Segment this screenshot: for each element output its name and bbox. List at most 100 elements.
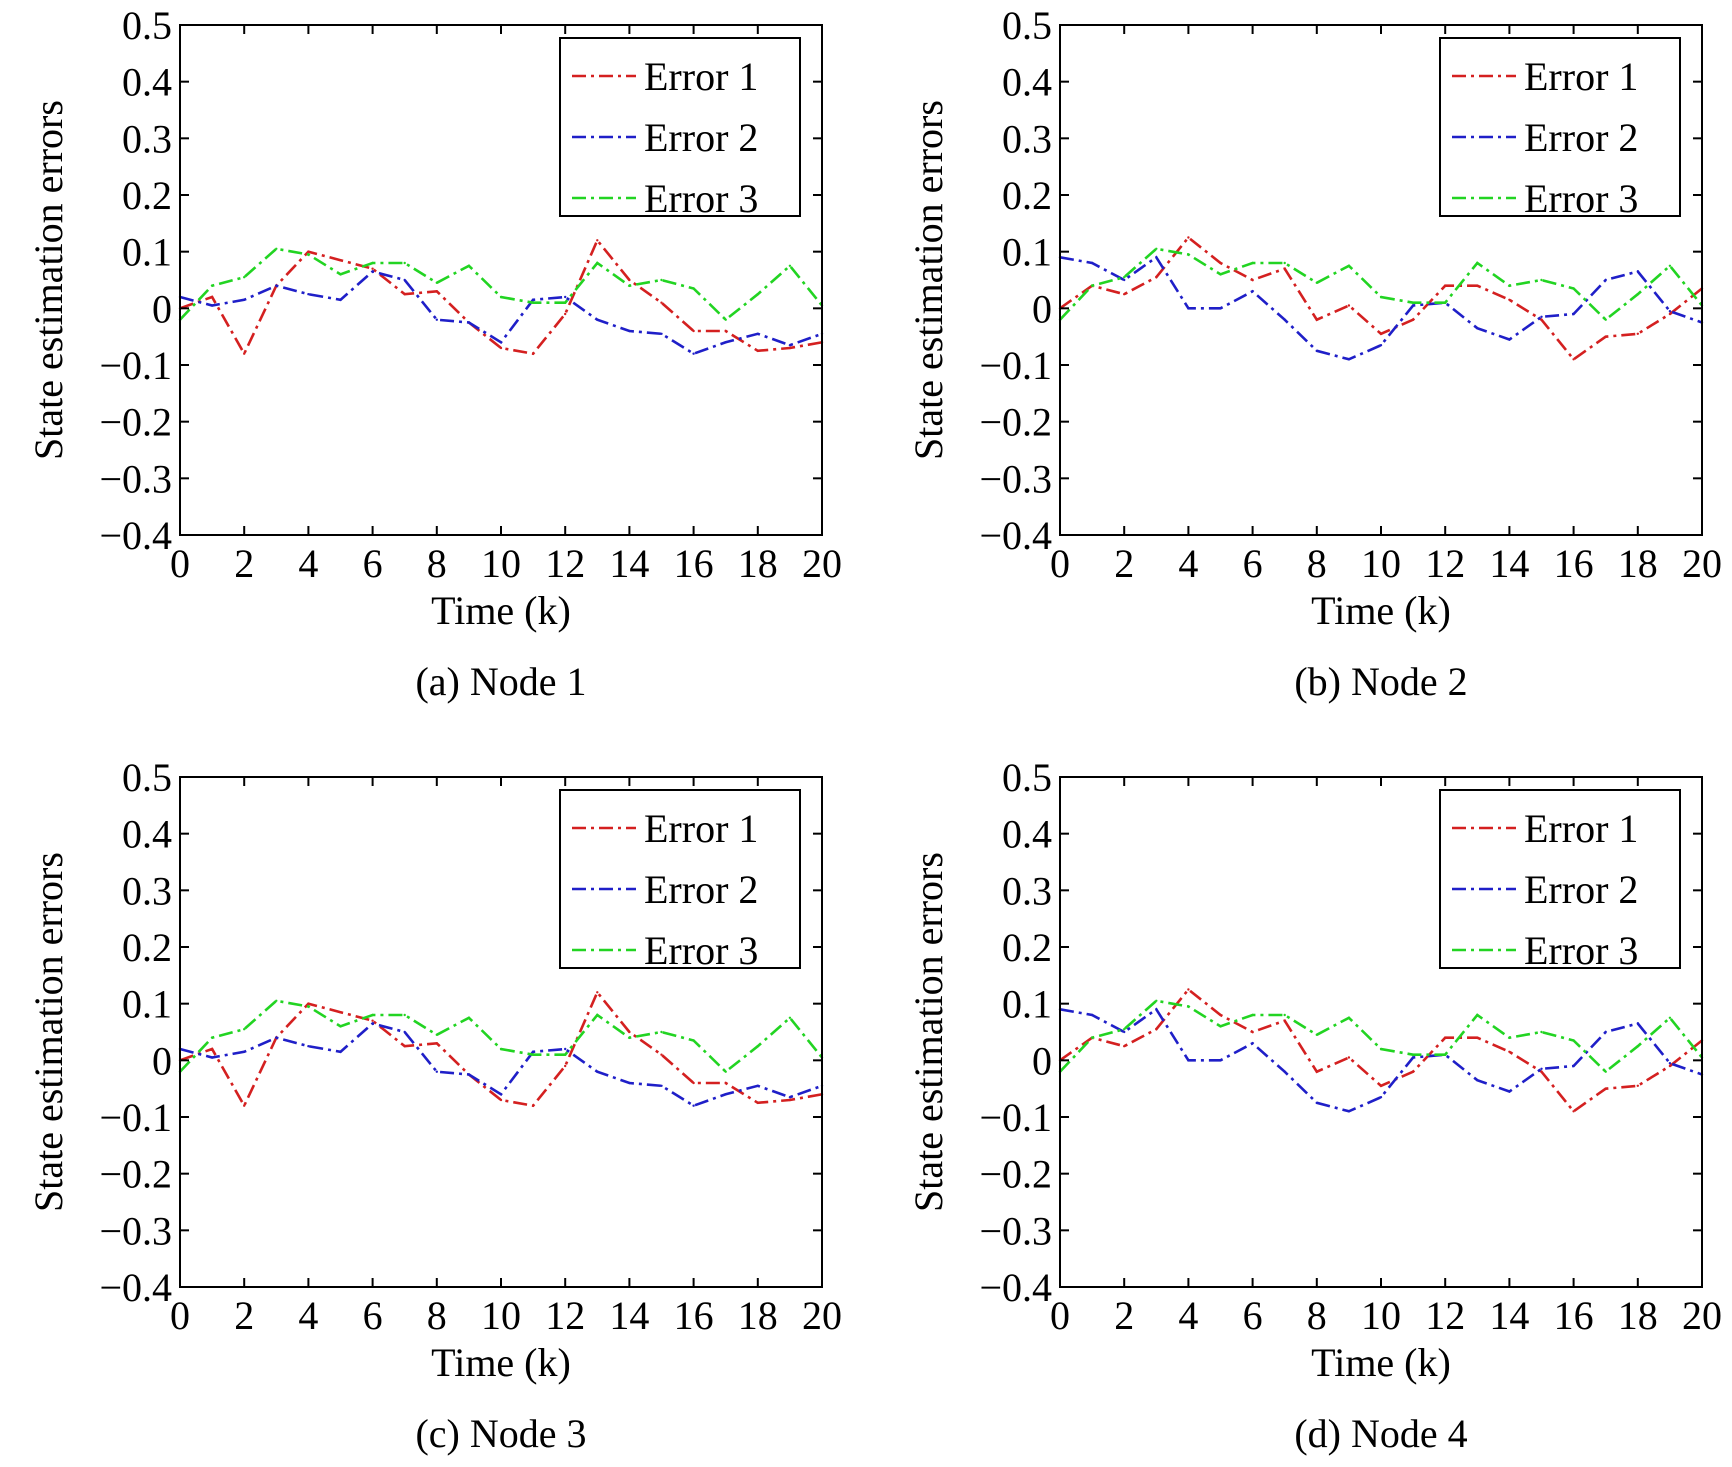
data-point <box>564 1064 567 1068</box>
legend: Error 1 Error 2 Error 3 <box>1439 37 1681 221</box>
data-point <box>371 1019 374 1022</box>
data-point <box>1219 1013 1222 1017</box>
data-point <box>564 295 567 299</box>
data-point <box>403 1045 406 1048</box>
y-tick-label: 0.2 <box>1002 925 1052 970</box>
data-point <box>1251 1042 1254 1045</box>
data-point <box>1155 999 1158 1002</box>
y-tick-label: 0.4 <box>1002 60 1052 105</box>
x-tick-label: 12 <box>1425 541 1465 586</box>
x-tick-label: 0 <box>170 541 190 586</box>
y-tick-label: 0 <box>152 286 172 331</box>
data-point <box>1476 327 1479 330</box>
x-tick-label: 20 <box>1682 1293 1722 1338</box>
data-point <box>1444 1036 1447 1039</box>
legend-label-error-1: Error 1 <box>644 54 758 99</box>
data-point <box>307 1002 310 1005</box>
data-point <box>307 1045 310 1048</box>
data-point <box>756 349 759 352</box>
data-point <box>660 278 663 282</box>
legend-label-error-3: Error 3 <box>644 928 758 973</box>
y-tick-label: 0.5 <box>122 755 172 800</box>
data-point <box>531 301 535 304</box>
data-point <box>692 329 695 333</box>
data-point <box>1379 1047 1383 1051</box>
x-tick-label: 2 <box>234 541 254 586</box>
data-point <box>435 1033 438 1037</box>
data-point <box>660 301 663 304</box>
data-point <box>1411 1053 1415 1056</box>
data-point <box>403 278 406 282</box>
series-line-error-1 <box>179 989 823 1109</box>
data-point <box>692 1081 695 1085</box>
data-point <box>1668 264 1672 267</box>
y-axis-label: State estimation errors <box>26 100 71 460</box>
data-point <box>275 284 278 287</box>
legend-label-error-2: Error 2 <box>644 115 758 160</box>
data-point <box>1476 284 1479 287</box>
data-point <box>1379 344 1383 347</box>
data-point <box>339 1025 342 1028</box>
data-point <box>1219 1025 1222 1028</box>
y-tick-label: −0.1 <box>99 1095 172 1140</box>
x-tick-label: 16 <box>1554 541 1594 586</box>
legend: Error 1 Error 2 Error 3 <box>559 37 801 221</box>
data-point <box>1668 1064 1672 1068</box>
data-point <box>1540 318 1543 321</box>
y-tick-label: 0 <box>152 1038 172 1083</box>
data-point <box>1315 349 1319 352</box>
y-tick-label: 0.1 <box>1002 230 1052 275</box>
data-point <box>403 1030 406 1034</box>
data-point <box>210 295 214 299</box>
data-point <box>339 1050 342 1054</box>
y-tick-label: 0.5 <box>1002 755 1052 800</box>
data-point <box>1540 278 1543 282</box>
data-point <box>1315 318 1319 321</box>
x-tick-label: 14 <box>1489 1293 1529 1338</box>
y-tick-label: 0.2 <box>122 173 172 218</box>
data-point <box>1636 1022 1640 1025</box>
data-point <box>1090 1036 1094 1039</box>
data-point <box>243 352 246 355</box>
y-tick-label: 0.3 <box>1002 116 1052 161</box>
legend-label-error-2: Error 2 <box>1524 867 1638 912</box>
x-tick-label: 10 <box>481 541 521 586</box>
data-point <box>1572 287 1575 290</box>
chart-panel-3: 0 2 4 6 8 10 12 14 16 18 20−0.4−0.3−0.2−0.100.10.2… <box>26 755 842 1456</box>
data-point <box>1444 284 1447 287</box>
data-point <box>596 318 599 321</box>
x-tick-label: 6 <box>1243 1293 1263 1338</box>
x-tick-label: 0 <box>1050 541 1070 586</box>
data-point <box>210 284 214 287</box>
data-point <box>1283 1019 1286 1022</box>
data-point <box>1508 1090 1511 1093</box>
chart-panel-1: 0 2 4 6 8 10 12 14 16 18 20−0.4−0.3−0.2−0.100.10.2… <box>26 3 842 704</box>
legend-box <box>1439 37 1681 217</box>
y-tick-label: 0.4 <box>1002 812 1052 857</box>
x-tick-label: 20 <box>802 541 842 586</box>
data-point <box>788 264 792 267</box>
data-point <box>1668 312 1672 316</box>
y-tick-label: −0.4 <box>99 513 172 558</box>
data-point <box>1347 358 1351 361</box>
panel-caption: (d) Node 4 <box>1294 1411 1467 1456</box>
x-tick-label: 16 <box>674 541 714 586</box>
x-tick-label: 20 <box>1682 541 1722 586</box>
data-point <box>628 1030 631 1034</box>
data-point <box>531 352 535 355</box>
data-point <box>1347 1016 1351 1019</box>
legend-label-error-3: Error 3 <box>1524 176 1638 221</box>
x-tick-label: 14 <box>609 541 649 586</box>
y-tick-label: −0.4 <box>979 513 1052 558</box>
data-point <box>531 1053 535 1056</box>
x-tick-label: 0 <box>1050 1293 1070 1338</box>
x-tick-label: 8 <box>427 541 447 586</box>
data-point <box>1123 1045 1126 1048</box>
data-point <box>1155 1008 1158 1011</box>
data-point <box>435 1070 438 1073</box>
data-point <box>1636 332 1640 335</box>
data-point <box>1379 332 1383 335</box>
data-point <box>1283 318 1286 321</box>
legend-box <box>559 37 801 217</box>
